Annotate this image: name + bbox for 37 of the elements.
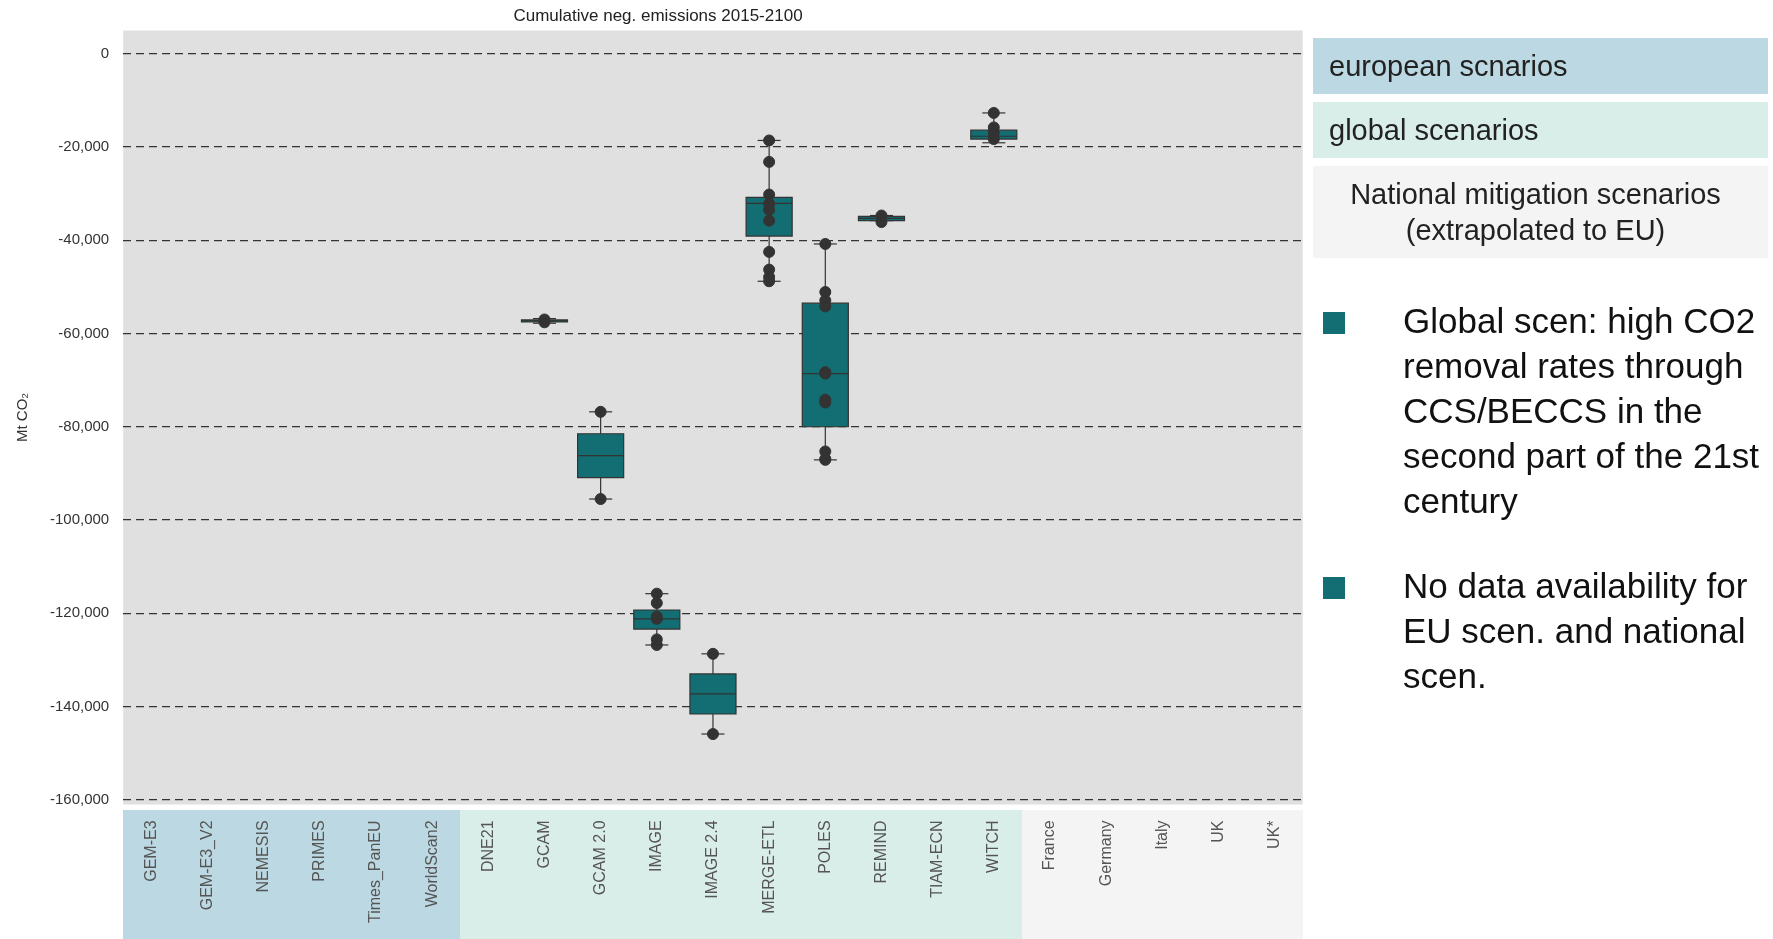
x-tick-label: GEM-E3_V2 — [197, 820, 216, 911]
x-tick-label: NEMESIS — [254, 820, 272, 893]
x-tick-label: REMIND — [871, 820, 889, 884]
x-tick-label: Germany — [1096, 820, 1114, 887]
chart-title: Cumulative neg. emissions 2015-2100 — [513, 5, 803, 25]
x-tick-label: POLES — [815, 820, 833, 874]
x-tick-label: PRIMES — [310, 820, 328, 882]
x-tick-label: WITCH — [984, 820, 1002, 873]
text: Global scen: high CO2 removal rates through CCS/BECCS in the second part of the 21st century — [1403, 300, 1761, 522]
text: global scenarios — [1313, 102, 1768, 158]
text: National mitigation scenarios (extrapolated to EU) — [1313, 166, 1768, 258]
y-tick-label: -120,000 — [50, 603, 110, 621]
x-tick-label: TIAM-ECN — [928, 820, 946, 898]
x-tick-label: DNE21 — [478, 820, 496, 873]
x-tick-label: WorldScan2 — [422, 820, 440, 908]
y-tick-label: -20,000 — [58, 137, 110, 155]
y-axis-title: Mt CO₂ — [13, 392, 31, 442]
x-tick-label: IMAGE 2.4 — [703, 820, 721, 899]
x-tick-label: UK — [1208, 820, 1226, 843]
y-tick-label: 0 — [100, 43, 110, 61]
text: european scnarios — [1313, 38, 1768, 94]
y-tick-label: -60,000 — [58, 323, 110, 341]
x-tick-label: IMAGE — [647, 820, 665, 873]
x-tick-label: UK* — [1265, 820, 1283, 849]
y-tick-label: -100,000 — [50, 510, 110, 528]
y-tick-label: -40,000 — [58, 230, 110, 248]
x-tick-label: GCAM — [534, 820, 552, 869]
y-tick-label: -140,000 — [50, 696, 110, 714]
y-tick-label: -160,000 — [50, 789, 110, 807]
x-tick-label: Times_PanEU — [366, 820, 385, 924]
x-tick-label: France — [1040, 820, 1058, 871]
x-tick-label: GEM-E3 — [141, 820, 159, 882]
x-tick-label: GCAM 2.0 — [591, 820, 609, 896]
x-tick-label: MERGE-ETL — [759, 820, 777, 914]
x-tick-label: Italy — [1152, 820, 1170, 850]
y-tick-label: -80,000 — [58, 416, 110, 434]
text: No data availability for EU scen. and national scen. — [1403, 565, 1749, 697]
